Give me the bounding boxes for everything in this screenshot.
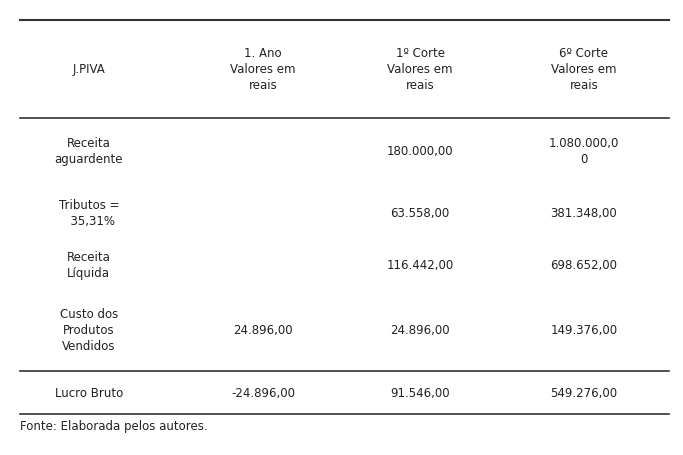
Text: Receita
aguardente: Receita aguardente (55, 137, 123, 166)
Text: Custo dos
Produtos
Vendidos: Custo dos Produtos Vendidos (59, 308, 118, 352)
Text: Lucro Bruto: Lucro Bruto (55, 386, 123, 399)
Text: J.PIVA: J.PIVA (72, 63, 105, 76)
Text: -24.896,00: -24.896,00 (231, 386, 295, 399)
Text: 1. Ano
Valores em
reais: 1. Ano Valores em reais (230, 47, 296, 92)
Text: 91.546,00: 91.546,00 (390, 386, 450, 399)
Text: 698.652,00: 698.652,00 (550, 258, 617, 272)
Text: 24.896,00: 24.896,00 (390, 324, 450, 336)
Text: 63.558,00: 63.558,00 (391, 206, 449, 219)
Text: 1º Corte
Valores em
reais: 1º Corte Valores em reais (387, 47, 453, 92)
Text: 24.896,00: 24.896,00 (233, 324, 293, 336)
Text: 116.442,00: 116.442,00 (387, 258, 454, 272)
Text: Receita
Líquida: Receita Líquida (67, 251, 111, 279)
Text: 180.000,00: 180.000,00 (387, 145, 454, 158)
Text: 6º Corte
Valores em
reais: 6º Corte Valores em reais (551, 47, 617, 92)
Text: 1.080.000,0
0: 1.080.000,0 0 (548, 137, 619, 166)
Text: Fonte: Elaborada pelos autores.: Fonte: Elaborada pelos autores. (20, 419, 208, 432)
Text: 549.276,00: 549.276,00 (550, 386, 617, 399)
Text: 381.348,00: 381.348,00 (550, 206, 617, 219)
Text: 149.376,00: 149.376,00 (550, 324, 617, 336)
Text: Tributos =
  35,31%: Tributos = 35,31% (59, 198, 119, 227)
